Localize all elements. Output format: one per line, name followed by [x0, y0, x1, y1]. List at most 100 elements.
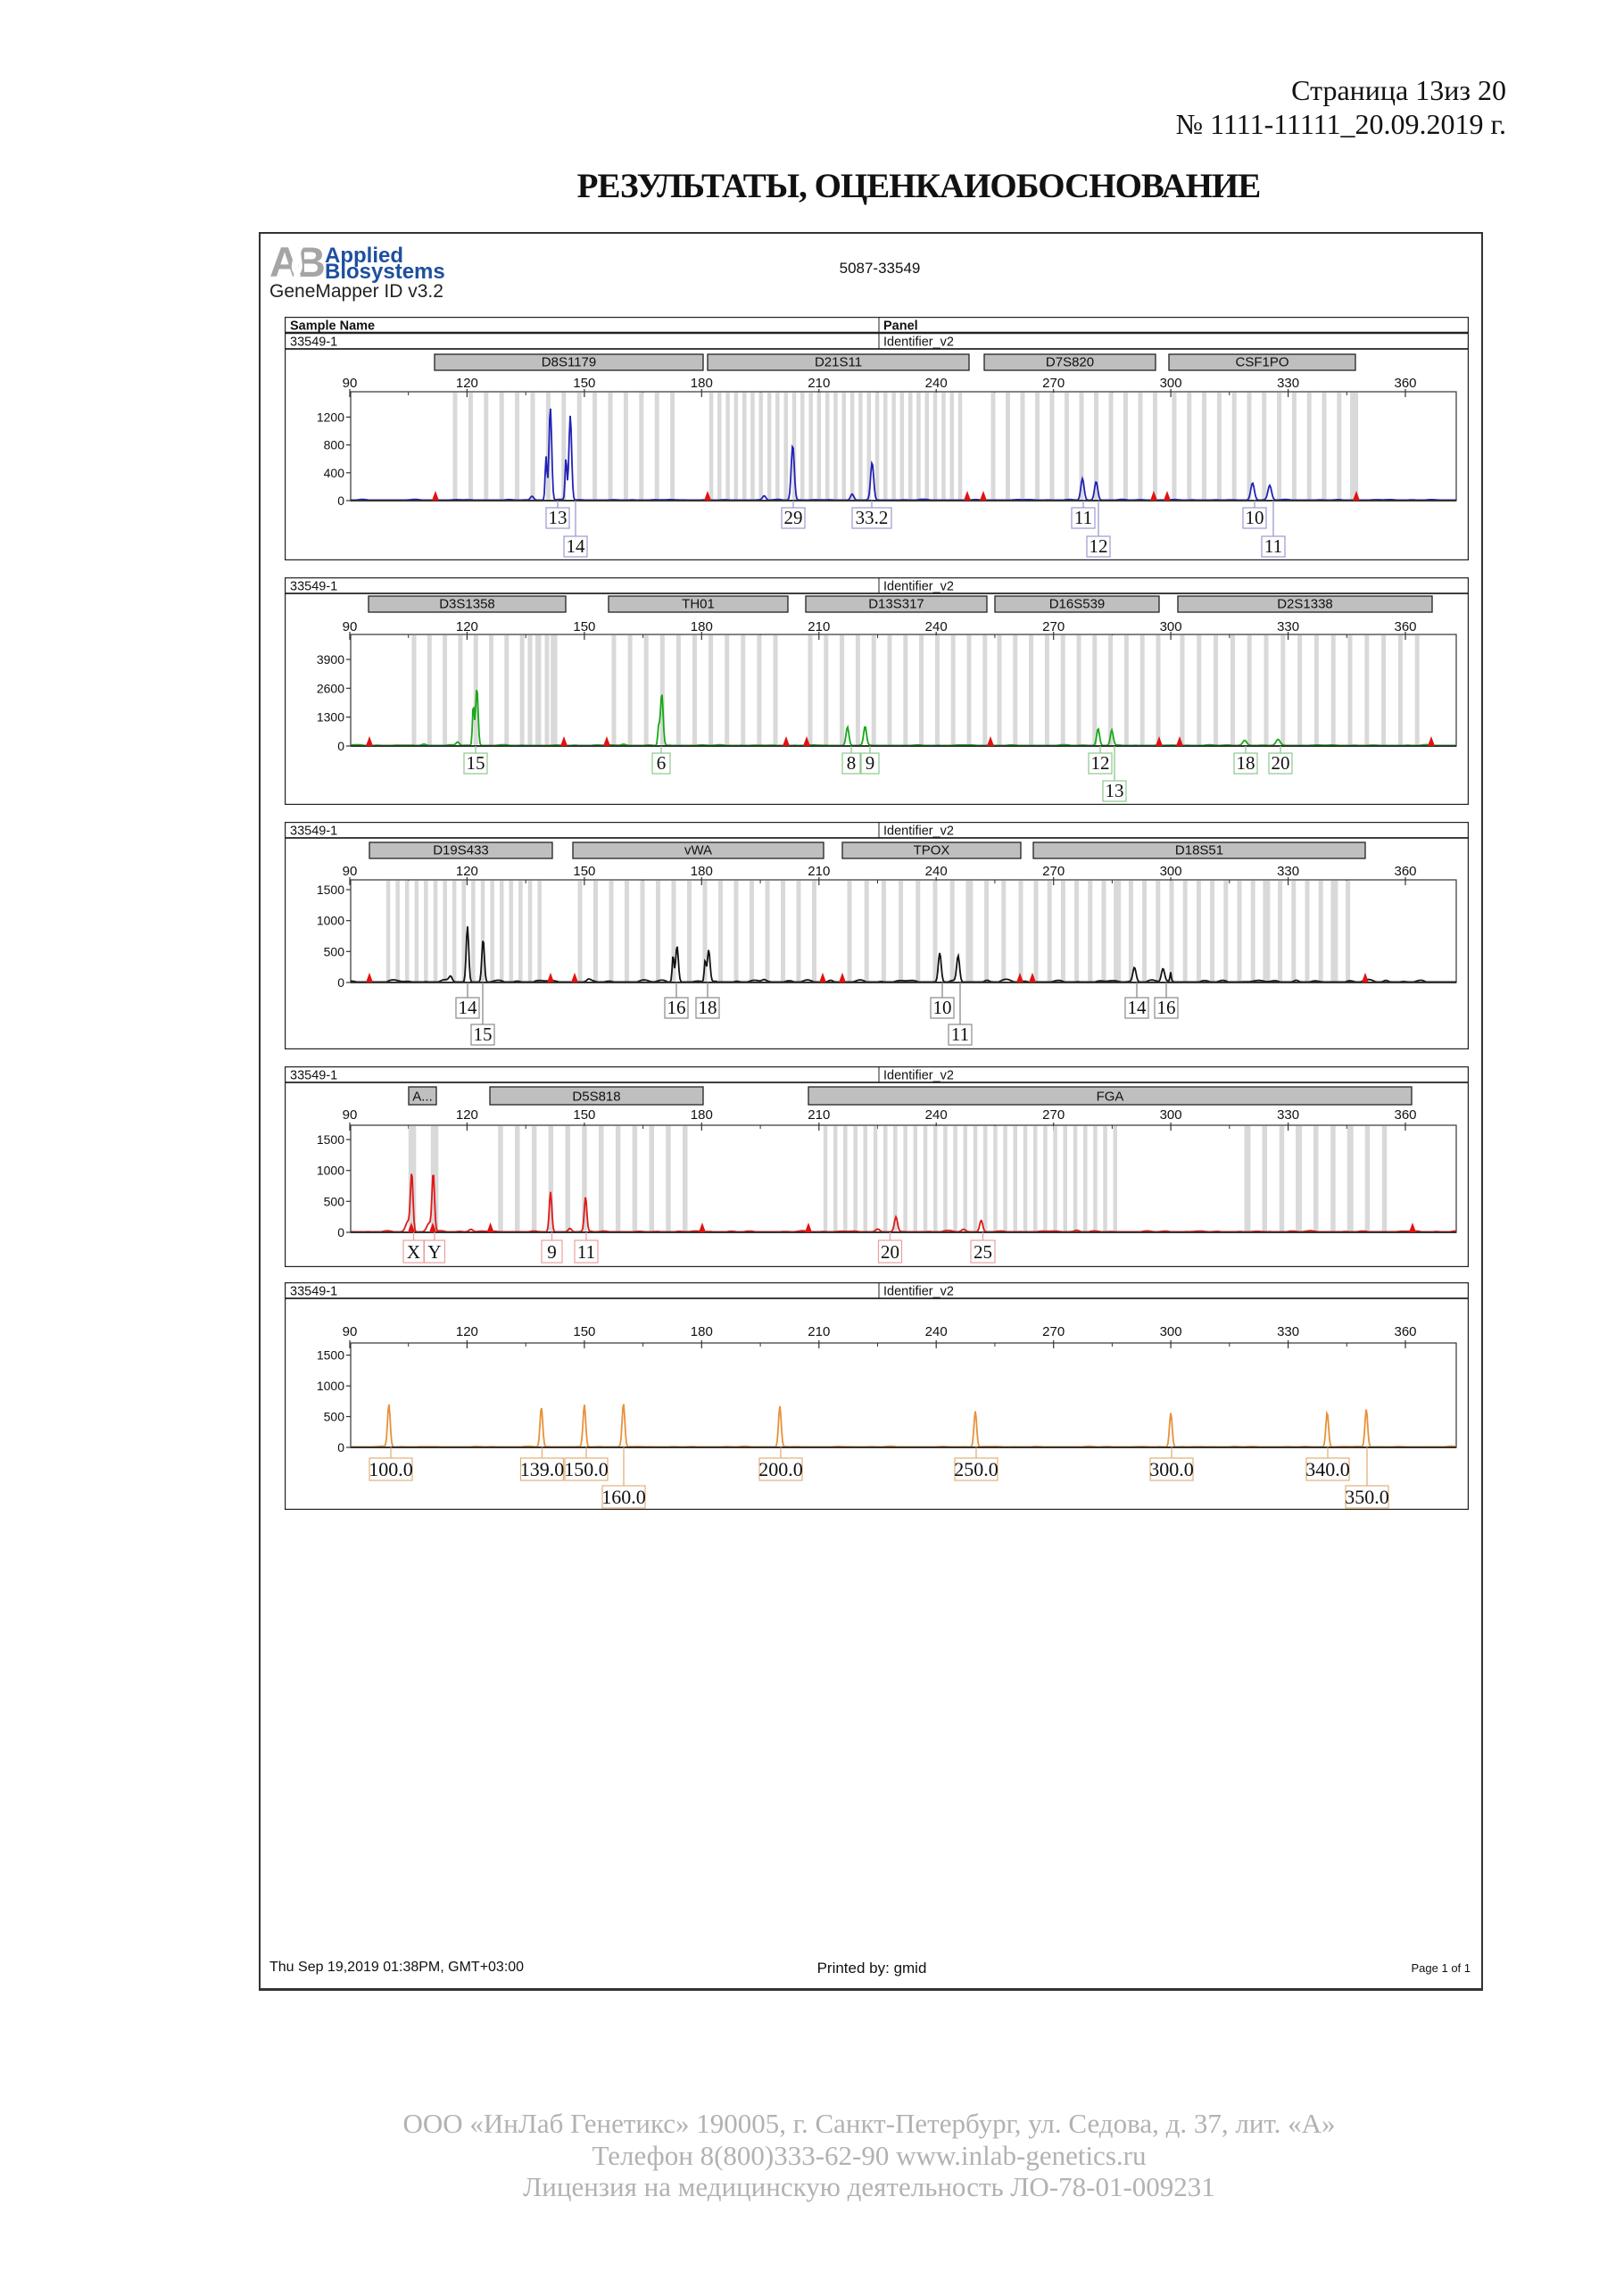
svg-text:11: 11 [1074, 507, 1092, 528]
svg-text:D3S1358: D3S1358 [439, 597, 495, 612]
svg-text:240: 240 [925, 619, 948, 634]
svg-text:120: 120 [456, 1324, 478, 1339]
svg-text:9: 9 [866, 752, 875, 774]
svg-text:250.0: 250.0 [954, 1458, 998, 1480]
svg-text:330: 330 [1277, 1324, 1299, 1339]
svg-text:1300: 1300 [317, 710, 344, 725]
svg-text:90: 90 [343, 619, 358, 634]
svg-text:9: 9 [547, 1241, 557, 1263]
svg-text:33549-1: 33549-1 [290, 336, 337, 350]
svg-text:300: 300 [1160, 619, 1182, 634]
svg-text:90: 90 [343, 376, 358, 391]
svg-text:16: 16 [1157, 997, 1176, 1018]
svg-text:120: 120 [456, 1107, 478, 1123]
svg-text:A...: A... [412, 1090, 433, 1105]
svg-text:0: 0 [337, 1225, 344, 1239]
svg-text:33549-1: 33549-1 [290, 825, 337, 839]
svg-text:500: 500 [324, 944, 345, 958]
svg-text:X: X [407, 1241, 420, 1263]
svg-text:6: 6 [657, 752, 667, 774]
svg-text:Y: Y [427, 1241, 441, 1263]
svg-text:Identifier_v2: Identifier_v2 [883, 336, 954, 350]
svg-text:Identifier_v2: Identifier_v2 [883, 580, 954, 594]
svg-text:180: 180 [691, 376, 713, 391]
svg-text:15: 15 [467, 752, 485, 774]
svg-text:20: 20 [881, 1241, 899, 1263]
svg-text:D13S317: D13S317 [868, 597, 924, 612]
svg-text:800: 800 [324, 438, 345, 452]
svg-text:150: 150 [573, 376, 595, 391]
svg-text:Identifier_v2: Identifier_v2 [883, 1285, 954, 1299]
svg-text:8: 8 [847, 752, 857, 774]
svg-text:1500: 1500 [317, 1348, 344, 1363]
svg-text:330: 330 [1277, 1107, 1299, 1123]
svg-text:150: 150 [573, 619, 595, 634]
svg-text:240: 240 [925, 864, 948, 879]
svg-text:270: 270 [1042, 1324, 1065, 1339]
svg-text:1000: 1000 [317, 914, 344, 928]
svg-text:350.0: 350.0 [1345, 1486, 1389, 1508]
svg-text:18: 18 [1237, 752, 1255, 774]
svg-text:33.2: 33.2 [856, 507, 889, 528]
svg-text:Applied: Applied [325, 244, 403, 268]
svg-text:150: 150 [573, 864, 595, 879]
svg-text:180: 180 [691, 1107, 713, 1123]
svg-text:13: 13 [549, 507, 568, 528]
svg-text:14: 14 [567, 535, 586, 557]
svg-text:D21S11: D21S11 [815, 355, 862, 370]
svg-text:160.0: 160.0 [601, 1486, 646, 1508]
svg-text:0: 0 [337, 1440, 344, 1455]
svg-text:Panel: Panel [883, 319, 918, 334]
svg-text:100.0: 100.0 [369, 1458, 413, 1480]
svg-text:300: 300 [1160, 864, 1182, 879]
svg-text:90: 90 [343, 1107, 358, 1123]
svg-text:FGA: FGA [1097, 1090, 1124, 1105]
svg-text:300.0: 300.0 [1149, 1458, 1194, 1480]
svg-text:210: 210 [808, 1324, 830, 1339]
svg-text:D5S818: D5S818 [572, 1090, 620, 1105]
svg-text:13: 13 [1106, 780, 1124, 801]
svg-text:33549-1: 33549-1 [290, 580, 337, 594]
svg-text:180: 180 [691, 619, 713, 634]
svg-text:20: 20 [1272, 752, 1290, 774]
svg-text:29: 29 [784, 507, 803, 528]
svg-text:210: 210 [808, 864, 830, 879]
svg-text:150: 150 [573, 1324, 595, 1339]
svg-text:360: 360 [1394, 864, 1416, 879]
svg-text:240: 240 [925, 1107, 948, 1123]
svg-text:150.0: 150.0 [564, 1458, 609, 1480]
svg-text:TPOX: TPOX [914, 843, 950, 858]
svg-text:400: 400 [324, 466, 345, 480]
svg-text:180: 180 [691, 864, 713, 879]
svg-text:11: 11 [1264, 535, 1282, 557]
svg-text:Biosystems: Biosystems [325, 260, 445, 284]
svg-text:0: 0 [337, 493, 344, 508]
svg-text:500: 500 [324, 1410, 345, 1424]
svg-text:360: 360 [1394, 376, 1416, 391]
svg-text:360: 360 [1394, 619, 1416, 634]
svg-text:1000: 1000 [317, 1379, 344, 1393]
svg-text:330: 330 [1277, 376, 1299, 391]
svg-text:D2S1338: D2S1338 [1277, 597, 1333, 612]
svg-text:11: 11 [951, 1024, 969, 1045]
svg-text:340.0: 340.0 [1305, 1458, 1350, 1480]
svg-text:360: 360 [1394, 1107, 1416, 1123]
svg-text:180: 180 [691, 1324, 713, 1339]
svg-text:270: 270 [1042, 376, 1065, 391]
svg-text:33549-1: 33549-1 [290, 1285, 337, 1299]
svg-text:1200: 1200 [317, 410, 344, 424]
svg-text:D18S51: D18S51 [1175, 843, 1223, 858]
svg-text:16: 16 [667, 997, 686, 1018]
svg-text:CSF1PO: CSF1PO [1235, 355, 1288, 370]
svg-text:1500: 1500 [317, 883, 344, 897]
svg-text:120: 120 [456, 619, 478, 634]
svg-text:270: 270 [1042, 619, 1065, 634]
svg-text:25: 25 [974, 1241, 992, 1263]
svg-text:Identifier_v2: Identifier_v2 [883, 825, 954, 839]
svg-text:14: 14 [459, 997, 478, 1018]
svg-text:270: 270 [1042, 1107, 1065, 1123]
svg-text:2600: 2600 [317, 681, 344, 695]
svg-text:1000: 1000 [317, 1164, 344, 1178]
svg-text:Sample Name: Sample Name [290, 319, 375, 334]
svg-text:90: 90 [343, 1324, 358, 1339]
